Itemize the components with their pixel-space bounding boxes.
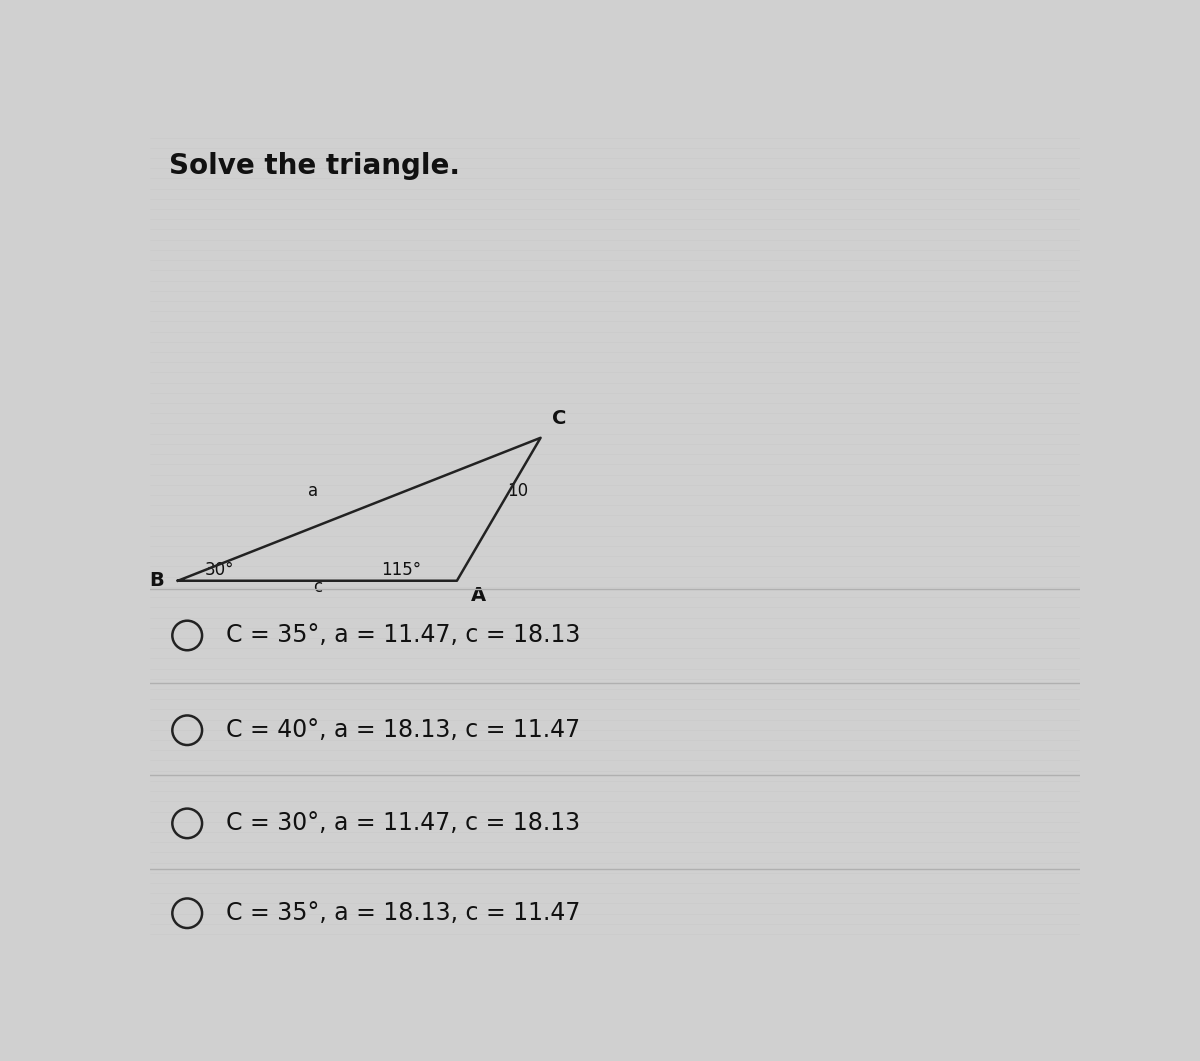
Text: C = 35°, a = 18.13, c = 11.47: C = 35°, a = 18.13, c = 11.47: [227, 901, 581, 925]
Text: Solve the triangle.: Solve the triangle.: [168, 152, 460, 179]
Text: A: A: [470, 587, 486, 606]
Text: C: C: [552, 408, 566, 428]
Text: C = 35°, a = 11.47, c = 18.13: C = 35°, a = 11.47, c = 18.13: [227, 624, 581, 647]
Text: 30°: 30°: [205, 561, 234, 579]
Text: 10: 10: [506, 482, 528, 500]
Text: a: a: [307, 482, 318, 500]
Text: 115°: 115°: [382, 561, 421, 579]
Text: C = 40°, a = 18.13, c = 11.47: C = 40°, a = 18.13, c = 11.47: [227, 718, 581, 743]
Text: B: B: [149, 571, 164, 590]
Text: C = 30°, a = 11.47, c = 18.13: C = 30°, a = 11.47, c = 18.13: [227, 812, 581, 835]
Text: c: c: [313, 578, 322, 596]
